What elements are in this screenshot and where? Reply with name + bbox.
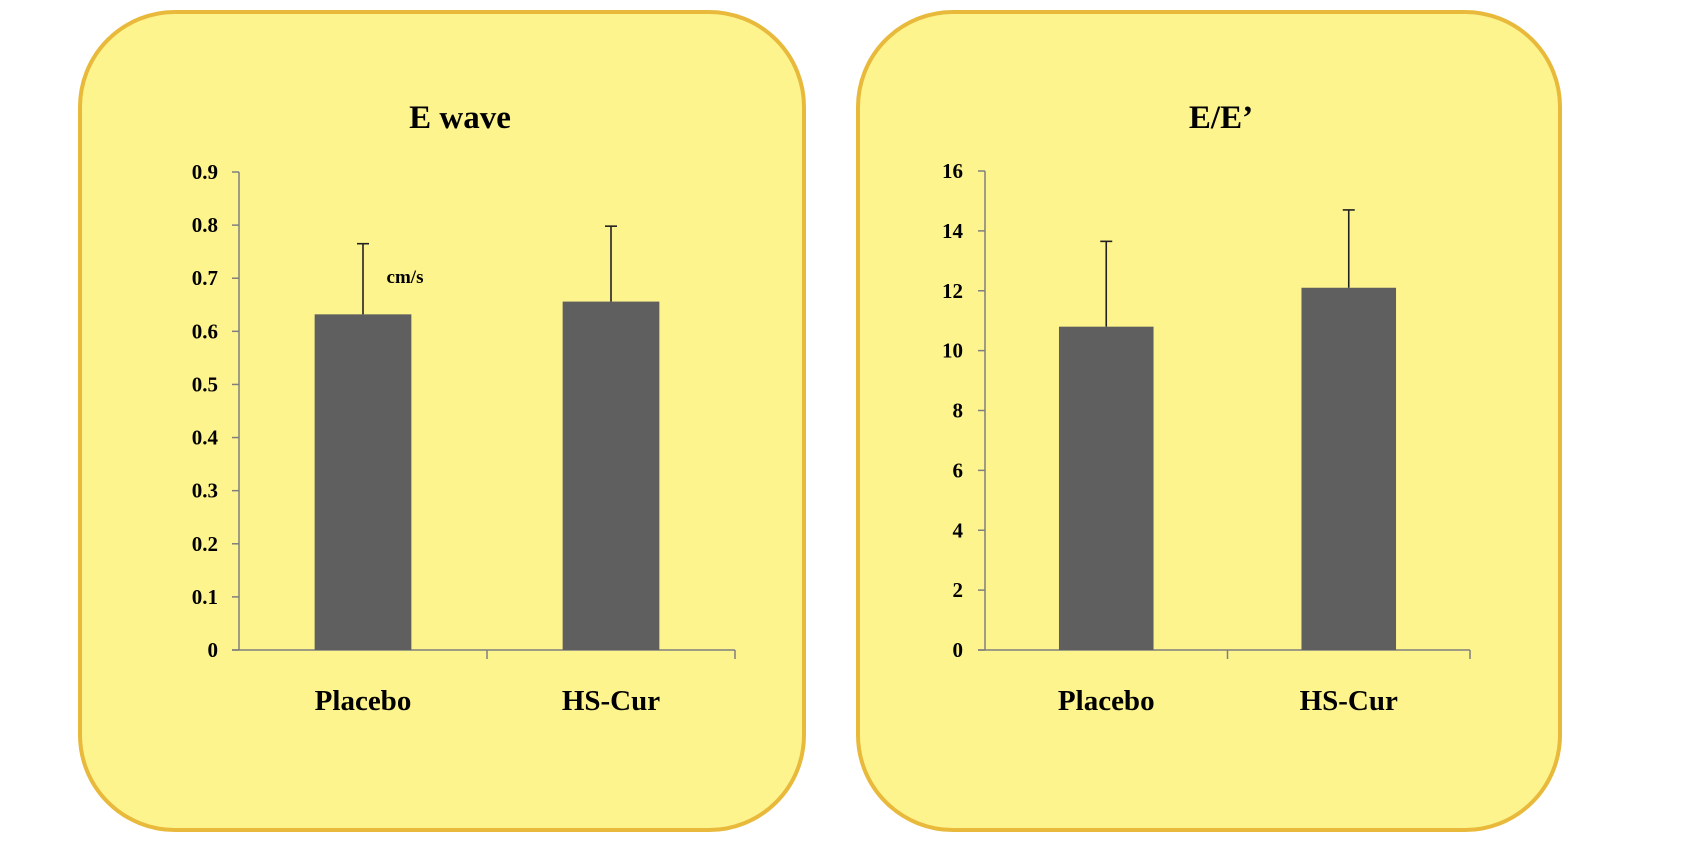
- y-tick-label: 0.8: [192, 213, 218, 237]
- y-tick-label: 0.9: [192, 160, 218, 184]
- y-tick-label: 2: [953, 578, 964, 602]
- y-tick-label: 0.7: [192, 266, 218, 290]
- y-tick-label: 0.4: [192, 426, 219, 450]
- y-tick-label: 6: [953, 458, 964, 482]
- bar-hs-cur: [562, 301, 660, 650]
- y-tick-label: 16: [942, 159, 963, 183]
- y-tick-label: 0: [953, 638, 964, 662]
- chart-title: E/E’: [1189, 100, 1253, 136]
- chart-panel-1: E wave 0 0.1 0.2 0.3 0.4 0.5 0.6 0.7 0.8 0.9 Placeb…: [78, 10, 806, 832]
- y-tick-label: 0.3: [192, 479, 218, 503]
- x-category-label: HS-Cur: [562, 685, 660, 717]
- y-tick-label: 10: [942, 339, 963, 363]
- bar-placebo: [1058, 326, 1154, 650]
- y-tick-label: 0.1: [192, 585, 218, 609]
- y-tick-label: 0: [208, 638, 219, 662]
- x-category-label: HS-Cur: [1300, 685, 1398, 717]
- x-category-label: Placebo: [1058, 685, 1155, 717]
- y-tick-label: 0.6: [192, 319, 218, 343]
- chart-title: E wave: [409, 100, 511, 136]
- y-tick-label: 0.2: [192, 532, 218, 556]
- x-category-label: Placebo: [315, 685, 412, 717]
- y-tick-label: 4: [953, 518, 964, 542]
- chart-panel-2: E/E’ 0 2 4 6 8 10 12 14 16 Placebo HS-Cur: [856, 10, 1562, 832]
- y-tick-label: 8: [953, 399, 964, 423]
- y-tick-label: 0.5: [192, 372, 218, 396]
- unit-annotation: cm/s: [387, 267, 424, 288]
- y-tick-label: 12: [942, 279, 963, 303]
- bar-hs-cur: [1301, 287, 1397, 650]
- bar-placebo: [314, 314, 412, 650]
- y-tick-label: 14: [942, 219, 964, 243]
